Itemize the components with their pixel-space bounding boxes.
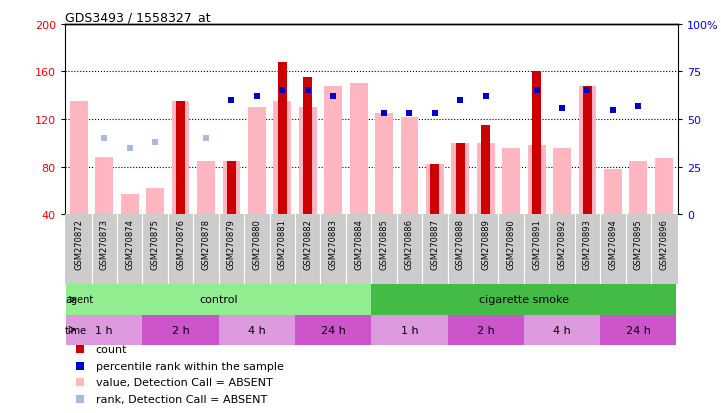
Text: GSM270887: GSM270887 bbox=[430, 218, 439, 269]
Text: GSM270872: GSM270872 bbox=[74, 218, 84, 269]
Bar bbox=[172, 102, 190, 215]
Bar bbox=[324, 87, 342, 215]
Bar bbox=[371, 315, 448, 345]
Bar bbox=[524, 315, 600, 345]
Bar bbox=[456, 144, 465, 215]
Bar bbox=[121, 195, 138, 215]
Bar bbox=[273, 102, 291, 215]
Bar bbox=[578, 87, 596, 215]
Bar bbox=[218, 315, 295, 345]
Text: 4 h: 4 h bbox=[553, 325, 571, 335]
Bar bbox=[350, 84, 368, 215]
Text: 24 h: 24 h bbox=[321, 325, 345, 335]
Text: GSM270892: GSM270892 bbox=[557, 218, 567, 269]
Text: GSM270874: GSM270874 bbox=[125, 218, 134, 269]
Bar bbox=[482, 126, 490, 215]
Bar bbox=[528, 146, 546, 215]
Bar bbox=[143, 315, 218, 345]
Bar bbox=[304, 78, 312, 215]
Text: percentile rank within the sample: percentile rank within the sample bbox=[95, 361, 283, 371]
Text: rank, Detection Call = ABSENT: rank, Detection Call = ABSENT bbox=[95, 394, 267, 404]
Text: value, Detection Call = ABSENT: value, Detection Call = ABSENT bbox=[95, 377, 273, 387]
Text: 1 h: 1 h bbox=[401, 325, 418, 335]
Bar bbox=[451, 144, 469, 215]
Text: GSM270876: GSM270876 bbox=[176, 218, 185, 269]
Text: 24 h: 24 h bbox=[626, 325, 651, 335]
Text: agent: agent bbox=[65, 295, 94, 305]
Bar bbox=[66, 285, 371, 315]
Text: GSM270886: GSM270886 bbox=[405, 218, 414, 269]
Bar bbox=[248, 108, 266, 215]
Bar bbox=[227, 161, 236, 215]
Bar bbox=[553, 148, 571, 215]
Bar bbox=[532, 72, 541, 215]
Text: GSM270894: GSM270894 bbox=[609, 218, 617, 269]
Text: GSM270890: GSM270890 bbox=[507, 218, 516, 269]
Text: GSM270885: GSM270885 bbox=[379, 218, 389, 269]
Bar bbox=[448, 315, 524, 345]
Bar bbox=[600, 315, 676, 345]
Text: 2 h: 2 h bbox=[172, 325, 190, 335]
Text: GSM270888: GSM270888 bbox=[456, 218, 465, 269]
Text: GDS3493 / 1558327_at: GDS3493 / 1558327_at bbox=[65, 11, 211, 24]
Bar bbox=[278, 63, 287, 215]
Text: GSM270881: GSM270881 bbox=[278, 218, 287, 269]
Text: GSM270891: GSM270891 bbox=[532, 218, 541, 269]
Bar bbox=[197, 161, 215, 215]
Bar bbox=[146, 189, 164, 215]
Bar bbox=[298, 108, 317, 215]
Bar bbox=[66, 315, 143, 345]
Bar bbox=[503, 148, 520, 215]
Text: GSM270893: GSM270893 bbox=[583, 218, 592, 269]
Text: GSM270880: GSM270880 bbox=[252, 218, 262, 269]
Text: 2 h: 2 h bbox=[477, 325, 495, 335]
Text: cigarette smoke: cigarette smoke bbox=[479, 295, 569, 305]
Bar bbox=[70, 102, 88, 215]
Text: count: count bbox=[95, 344, 127, 354]
Bar bbox=[583, 87, 592, 215]
Text: GSM270895: GSM270895 bbox=[634, 218, 643, 269]
Bar bbox=[95, 158, 113, 215]
Bar bbox=[375, 114, 393, 215]
Bar bbox=[371, 285, 676, 315]
Bar bbox=[295, 315, 371, 345]
Bar bbox=[223, 161, 240, 215]
Text: 4 h: 4 h bbox=[248, 325, 266, 335]
Bar bbox=[655, 159, 673, 215]
Bar bbox=[629, 161, 647, 215]
Text: GSM270873: GSM270873 bbox=[99, 218, 109, 269]
Text: GSM270883: GSM270883 bbox=[329, 218, 337, 269]
Text: GSM270884: GSM270884 bbox=[354, 218, 363, 269]
Text: 1 h: 1 h bbox=[95, 325, 113, 335]
Bar bbox=[430, 165, 439, 215]
Text: GSM270896: GSM270896 bbox=[659, 218, 668, 269]
Text: GSM270875: GSM270875 bbox=[151, 218, 159, 269]
Text: GSM270889: GSM270889 bbox=[481, 218, 490, 269]
Text: time: time bbox=[65, 325, 87, 335]
Text: GSM270882: GSM270882 bbox=[304, 218, 312, 269]
Text: GSM270878: GSM270878 bbox=[202, 218, 211, 269]
Text: GSM270879: GSM270879 bbox=[227, 218, 236, 269]
Text: control: control bbox=[200, 295, 238, 305]
Bar bbox=[401, 117, 418, 215]
Bar bbox=[426, 165, 444, 215]
Bar bbox=[477, 144, 495, 215]
Bar bbox=[176, 102, 185, 215]
Bar bbox=[604, 170, 622, 215]
